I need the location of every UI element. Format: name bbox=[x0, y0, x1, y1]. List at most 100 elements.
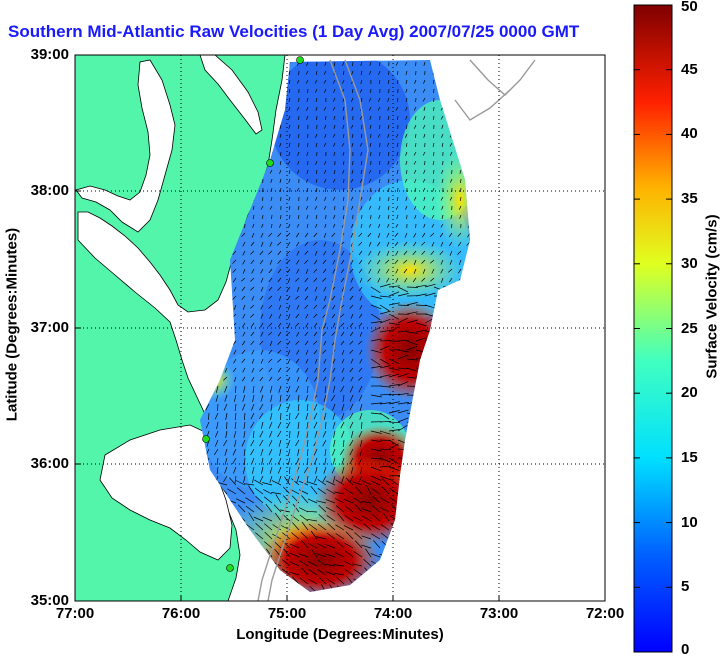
velocity-vector bbox=[413, 232, 417, 238]
velocity-vector bbox=[279, 124, 282, 129]
velocity-vector bbox=[395, 133, 399, 138]
velocity-vector bbox=[424, 292, 436, 297]
velocity-vector bbox=[377, 106, 381, 111]
velocity-vector bbox=[388, 367, 400, 371]
velocity-vector bbox=[433, 169, 435, 175]
velocity-vector bbox=[367, 232, 372, 238]
velocity-vector bbox=[216, 457, 219, 465]
velocity-vector bbox=[306, 448, 309, 457]
velocity-vector bbox=[268, 232, 273, 237]
velocity-vector bbox=[315, 142, 318, 147]
velocity-vector bbox=[332, 187, 336, 192]
velocity-vector bbox=[415, 337, 427, 342]
velocity-vector bbox=[278, 439, 282, 447]
velocity-vector bbox=[215, 385, 219, 393]
velocity-vector bbox=[349, 403, 354, 411]
velocity-vector bbox=[268, 457, 273, 465]
velocity-vector bbox=[241, 277, 246, 282]
velocity-vector bbox=[424, 283, 436, 288]
velocity-vector bbox=[287, 304, 291, 310]
velocity-vector bbox=[414, 142, 417, 147]
velocity-vector bbox=[287, 358, 291, 364]
velocity-vector bbox=[333, 430, 336, 438]
velocity-vector bbox=[314, 430, 318, 438]
velocity-vector bbox=[322, 259, 327, 265]
velocity-vector bbox=[388, 466, 400, 471]
chesapeake-bay bbox=[75, 59, 176, 233]
velocity-vector bbox=[268, 268, 273, 274]
velocity-vector bbox=[388, 421, 401, 424]
velocity-vector bbox=[431, 214, 435, 219]
velocity-vector bbox=[287, 376, 291, 382]
velocity-vector bbox=[259, 430, 264, 438]
velocity-vector bbox=[288, 205, 291, 210]
velocity-vector bbox=[350, 277, 354, 283]
velocity-vector bbox=[313, 331, 318, 337]
velocity-vector bbox=[370, 133, 372, 139]
velocity-vector bbox=[252, 394, 255, 402]
velocity-vector bbox=[370, 412, 382, 415]
velocity-vector bbox=[415, 329, 427, 333]
velocity-vector bbox=[342, 394, 345, 402]
velocity-vector bbox=[304, 295, 309, 301]
velocity-vector bbox=[397, 317, 408, 324]
velocity-vector bbox=[342, 79, 345, 84]
velocity-vector bbox=[378, 70, 381, 75]
velocity-vector bbox=[217, 482, 228, 486]
velocity-vector bbox=[379, 412, 390, 420]
velocity-vector bbox=[371, 524, 381, 531]
velocity-vector bbox=[362, 515, 372, 522]
velocity-vector bbox=[277, 349, 282, 354]
velocity-vector bbox=[340, 313, 345, 318]
velocity-vector bbox=[232, 259, 237, 264]
velocity-vector bbox=[233, 349, 237, 355]
velocity-vector bbox=[301, 540, 309, 549]
velocity-vector bbox=[341, 259, 345, 265]
velocity-vector bbox=[278, 475, 282, 483]
velocity-vector bbox=[379, 457, 391, 463]
velocity-vector bbox=[264, 523, 273, 531]
velocity-vector bbox=[270, 178, 273, 183]
velocity-vector bbox=[298, 553, 309, 558]
velocity-vector bbox=[336, 541, 345, 549]
velocity-vector bbox=[379, 345, 391, 351]
velocity-vector bbox=[307, 88, 309, 94]
velocity-vector bbox=[332, 376, 336, 382]
velocity-vector bbox=[433, 88, 435, 94]
velocity-vector bbox=[325, 564, 336, 567]
velocity-vector bbox=[349, 475, 354, 483]
velocity-vector bbox=[259, 340, 264, 345]
velocity-vector bbox=[368, 268, 372, 274]
velocity-vector bbox=[233, 466, 237, 474]
velocity-vector bbox=[252, 385, 255, 393]
velocity-vector bbox=[324, 223, 327, 228]
velocity-vector bbox=[308, 569, 318, 576]
velocity-vector bbox=[277, 268, 282, 274]
velocity-vector bbox=[268, 367, 273, 373]
velocity-vector bbox=[440, 196, 444, 201]
velocity-vector bbox=[431, 196, 435, 201]
velocity-vector bbox=[387, 178, 390, 183]
velocity-vector bbox=[310, 485, 318, 495]
velocity-vector bbox=[397, 70, 399, 75]
velocity-vector bbox=[441, 142, 444, 147]
velocity-vector bbox=[388, 410, 400, 414]
velocity-vector bbox=[242, 466, 246, 474]
colorbar bbox=[633, 4, 673, 653]
velocity-vector bbox=[279, 169, 282, 174]
velocity-vector bbox=[349, 394, 354, 402]
velocity-vector bbox=[379, 61, 381, 67]
velocity-vector bbox=[379, 393, 392, 396]
velocity-vector bbox=[233, 286, 237, 292]
velocity-vector bbox=[259, 259, 264, 265]
velocity-vector bbox=[369, 115, 372, 120]
velocity-vector bbox=[388, 196, 390, 202]
velocity-vector bbox=[351, 106, 354, 111]
velocity-vector bbox=[359, 304, 363, 310]
velocity-vector bbox=[324, 385, 327, 393]
velocity-vector bbox=[365, 548, 372, 558]
velocity-vector bbox=[242, 259, 246, 265]
velocity-vector bbox=[287, 295, 291, 301]
velocity-vector bbox=[252, 214, 255, 219]
velocity-vector bbox=[397, 187, 399, 193]
